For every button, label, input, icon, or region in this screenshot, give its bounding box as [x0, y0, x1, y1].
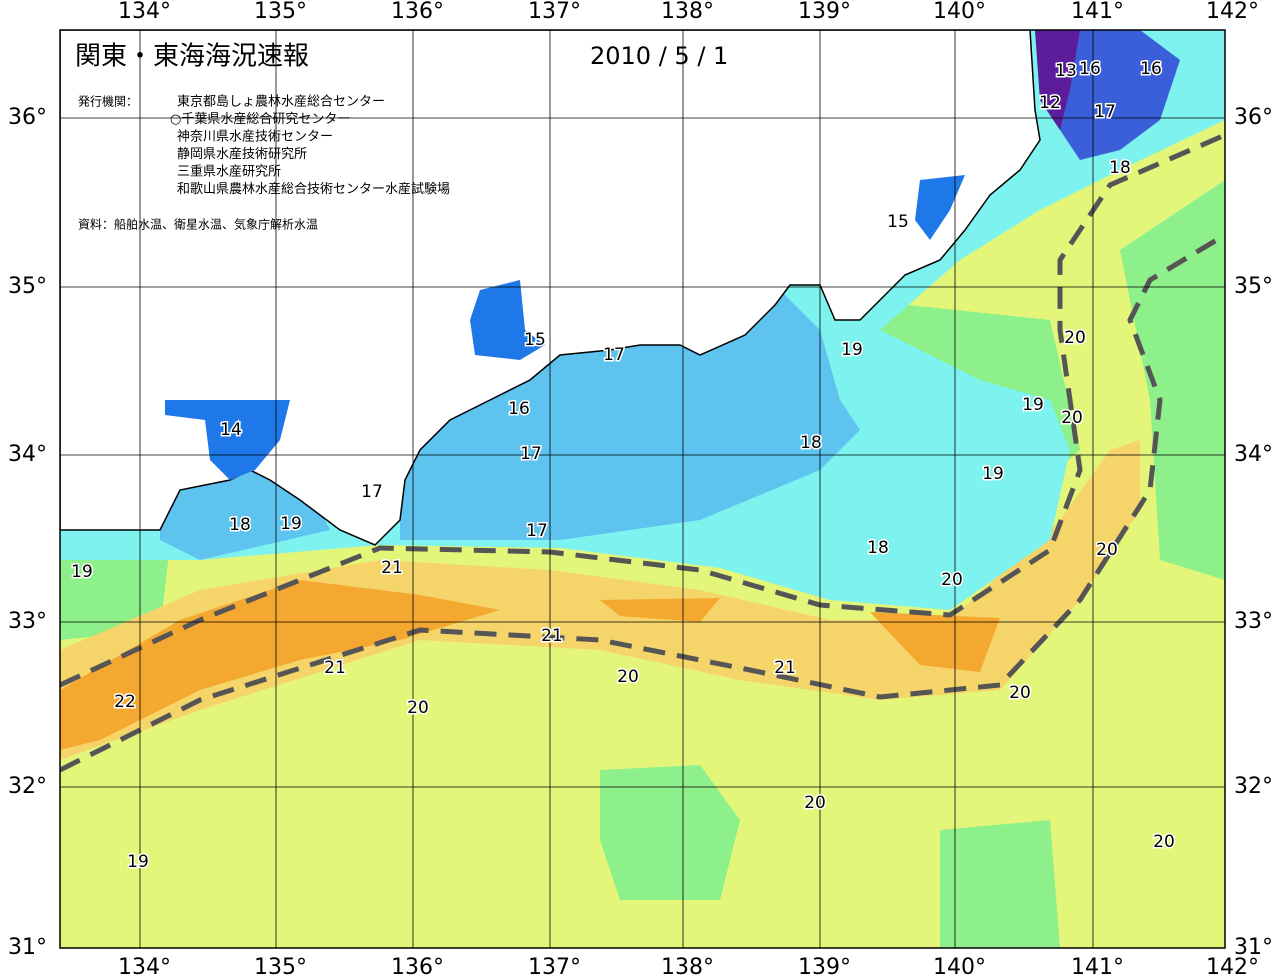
contour-label: 20 [1153, 832, 1175, 852]
source: 資料：船舶水温、衛星水温、気象庁解析水温 [78, 217, 318, 232]
contour-label: 21 [324, 658, 346, 678]
contour-label: 18 [800, 433, 822, 453]
contour-label: 19 [71, 562, 93, 582]
longitude-label: 139° [798, 0, 851, 24]
longitude-label: 137° [528, 955, 581, 980]
contour-label: 17 [520, 444, 542, 464]
publisher: 静岡県水産技術研究所 [177, 146, 307, 162]
longitude-label: 135° [254, 0, 307, 24]
contour-label: 19 [127, 852, 149, 872]
contour-label: 16 [508, 399, 530, 419]
longitude-label: 142° [1206, 955, 1259, 980]
publisher: 東京都島しょ農林水産総合センター [177, 94, 385, 110]
contour-label: 20 [804, 793, 826, 813]
contour-label: 20 [1064, 328, 1086, 348]
cold-core [1035, 30, 1080, 130]
latitude-label: 35° [8, 274, 47, 299]
latitude-label: 32° [8, 774, 47, 799]
contour-label: 17 [361, 482, 383, 502]
longitude-label: 136° [391, 0, 444, 24]
contour-label: 15 [887, 212, 909, 232]
latitude-label: 32° [1234, 774, 1273, 799]
latitude-label: 31° [8, 935, 47, 960]
contour-label: 19 [982, 464, 1004, 484]
latitude-label: 33° [1234, 609, 1273, 634]
longitude-label: 142° [1206, 0, 1259, 24]
longitude-label: 134° [118, 0, 171, 24]
contour-label: 20 [1061, 408, 1083, 428]
contour-label: 18 [229, 515, 251, 535]
publisher: 三重県水産研究所 [177, 164, 281, 180]
title: 関東・東海海況速報 [75, 42, 309, 72]
longitude-label: 141° [1071, 0, 1124, 24]
cool-water [160, 290, 860, 560]
contour-label: 21 [541, 626, 563, 646]
longitude-label: 136° [391, 955, 444, 980]
kuroshio-path [60, 232, 1225, 773]
contour-label: 17 [526, 521, 548, 541]
latitude-label: 33° [8, 609, 47, 634]
contour-label: 21 [774, 658, 796, 678]
latitude-label: 36° [1234, 105, 1273, 130]
contour-label: 20 [617, 667, 639, 687]
latitude-label: 34° [1234, 442, 1273, 467]
longitude-label: 134° [118, 955, 171, 980]
contour-label: 22 [114, 692, 136, 712]
longitude-label: 138° [661, 955, 714, 980]
latitude-label: 35° [1234, 274, 1273, 299]
contour-label: 17 [1094, 102, 1116, 122]
longitude-label: 140° [933, 955, 986, 980]
contour-label: 21 [381, 558, 403, 578]
contour-label: 20 [1096, 540, 1118, 560]
contour-label: 16 [1079, 59, 1101, 79]
contour-label: 16 [1140, 59, 1162, 79]
date: 2010 / 5 / 1 [590, 42, 728, 70]
contour-label: 20 [407, 698, 429, 718]
contour-label: 19 [280, 514, 302, 534]
contour-label: 19 [1022, 395, 1044, 415]
contour-label: 13 [1055, 61, 1077, 81]
contour-label: 18 [867, 538, 889, 558]
contour-label: 14 [220, 420, 242, 440]
contour-label: 19 [841, 340, 863, 360]
longitude-label: 139° [798, 955, 851, 980]
publisher-label: 発行機関： [78, 94, 138, 109]
contour-label: 12 [1039, 93, 1061, 113]
publisher: ○千葉県水産総合研究センター [170, 111, 350, 127]
frame [59, 29, 1226, 949]
graticule [60, 30, 1225, 948]
latitude-label: 36° [8, 105, 47, 130]
contour-label: 18 [1109, 158, 1131, 178]
bay [165, 175, 965, 480]
contour-label: 17 [603, 345, 625, 365]
contour-label: 20 [1009, 683, 1031, 703]
kuroshio-path [60, 132, 1225, 688]
longitude-label: 137° [528, 0, 581, 24]
contour-label: 20 [941, 570, 963, 590]
publisher: 和歌山県農林水産総合技術センター水産試験場 [177, 181, 450, 197]
longitude-label: 138° [661, 0, 714, 24]
publisher: 神奈川県水産技術センター [177, 129, 333, 145]
longitude-label: 135° [254, 955, 307, 980]
contour-label: 15 [524, 330, 546, 350]
latitude-label: 34° [8, 442, 47, 467]
longitude-label: 141° [1071, 955, 1124, 980]
warm-core [60, 580, 1000, 750]
longitude-label: 140° [933, 0, 986, 24]
latitude-label: 31° [1234, 935, 1273, 960]
